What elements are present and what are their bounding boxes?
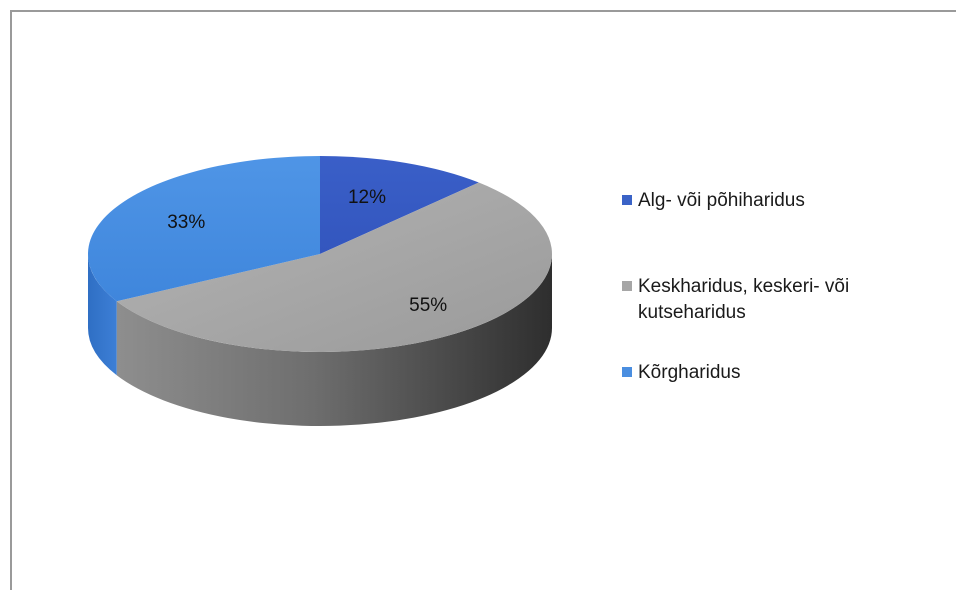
legend-swatch-2 [622,367,632,377]
pie-data-label-1: 55% [409,295,447,316]
pie-slice-2 [88,156,320,302]
pie-data-label-0: 12% [348,187,386,208]
pie-slice-1 [116,182,553,353]
legend-label-0: Alg- või põhiharidus [638,190,805,211]
legend-item-1: Keskharidus, keskeri- või kutseharidus [622,274,938,326]
pie-side-2 [88,254,117,376]
legend-item-2: Kõrgharidus [622,360,938,386]
pie-data-label-2: 33% [167,212,205,233]
legend-swatch-0 [622,195,632,205]
legend-label-2: Kõrgharidus [638,362,741,383]
legend-swatch-1 [622,281,632,291]
legend-item-0: Alg- või põhiharidus [622,188,938,214]
pie-slice-0 [320,156,479,254]
legend-label-1: Keskharidus, keskeri- või kutseharidus [638,276,850,323]
pie-side-1 [116,254,553,426]
